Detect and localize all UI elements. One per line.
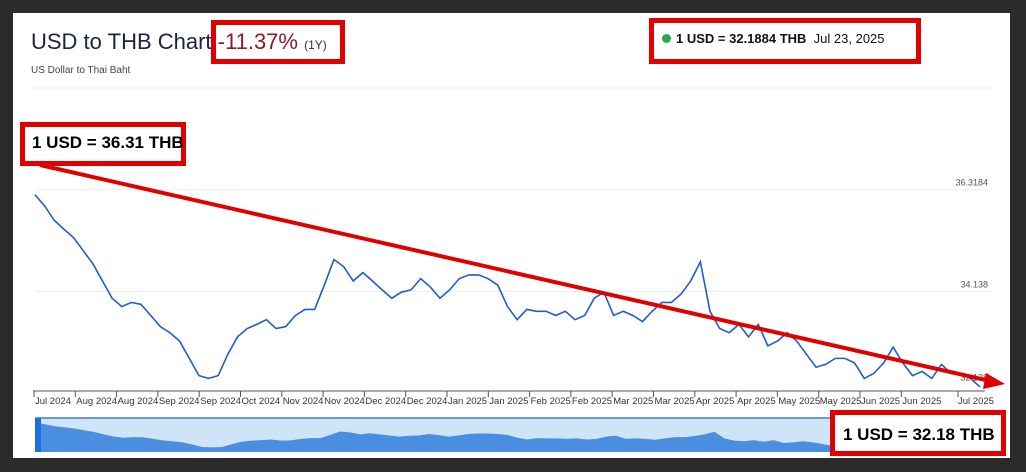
live-quote: 1 USD = 32.1884 THB Jul 23, 2025 (662, 31, 885, 46)
change-highlight-box (211, 20, 345, 64)
chart-title: USD to THB Chart -11.37% (1Y) (31, 29, 327, 55)
start-rate-annotation: 1 USD = 36.31 THB (20, 122, 186, 166)
trend-arrow-head-icon (983, 373, 1005, 389)
x-tick-label: Jun 2025 (861, 396, 900, 407)
x-tick-label: Sep 2024 (159, 396, 200, 407)
x-tick-label: Feb 2025 (531, 396, 571, 407)
x-tick-label: Jan 2025 (448, 396, 487, 407)
x-tick-label: Aug 2024 (118, 396, 159, 407)
x-tick-label: Apr 2025 (737, 396, 776, 407)
x-tick-label: May 2025 (778, 396, 820, 407)
y-tick-label: 34.138 (960, 279, 988, 289)
quote-date: Jul 23, 2025 (813, 31, 885, 46)
navigator-area (35, 422, 1000, 452)
y-tick-label: 36.3184 (955, 178, 988, 188)
x-tick-label: Jun 2025 (902, 396, 941, 407)
x-tick-label: Dec 2024 (407, 396, 448, 407)
trend-arrow-line (39, 163, 991, 383)
change-period: (1Y) (304, 38, 327, 52)
chart-subtitle: US Dollar to Thai Baht (31, 65, 131, 76)
chart-panel (13, 13, 1010, 458)
quote-rate: 1 USD = 32.1884 THB (676, 31, 807, 46)
navigator-left-handle[interactable] (35, 418, 41, 452)
price-line (34, 194, 981, 388)
x-tick-label: Jan 2025 (489, 396, 528, 407)
x-tick-label: Jul 2025 (958, 396, 994, 407)
end-rate-annotation: 1 USD = 32.18 THB (830, 410, 1006, 456)
x-tick-label: Jul 2024 (35, 396, 71, 407)
x-tick-label: Aug 2024 (76, 396, 117, 407)
x-tick-label: Feb 2025 (572, 396, 612, 407)
x-tick-label: Oct 2024 (242, 396, 281, 407)
x-tick-label: Apr 2025 (696, 396, 735, 407)
x-tick-label: Sep 2024 (200, 396, 241, 407)
x-tick-label: Dec 2024 (365, 396, 406, 407)
title-text: USD to THB Chart (31, 29, 212, 54)
x-tick-label: Nov 2024 (324, 396, 365, 407)
x-tick-label: Nov 2024 (283, 396, 324, 407)
status-dot-icon (662, 34, 671, 43)
quote-highlight-box (649, 18, 921, 64)
x-tick-label: Mar 2025 (613, 396, 653, 407)
x-tick-label: Mar 2025 (655, 396, 695, 407)
change-percent: -11.37% (217, 29, 298, 54)
x-tick-label: May 2025 (820, 396, 862, 407)
